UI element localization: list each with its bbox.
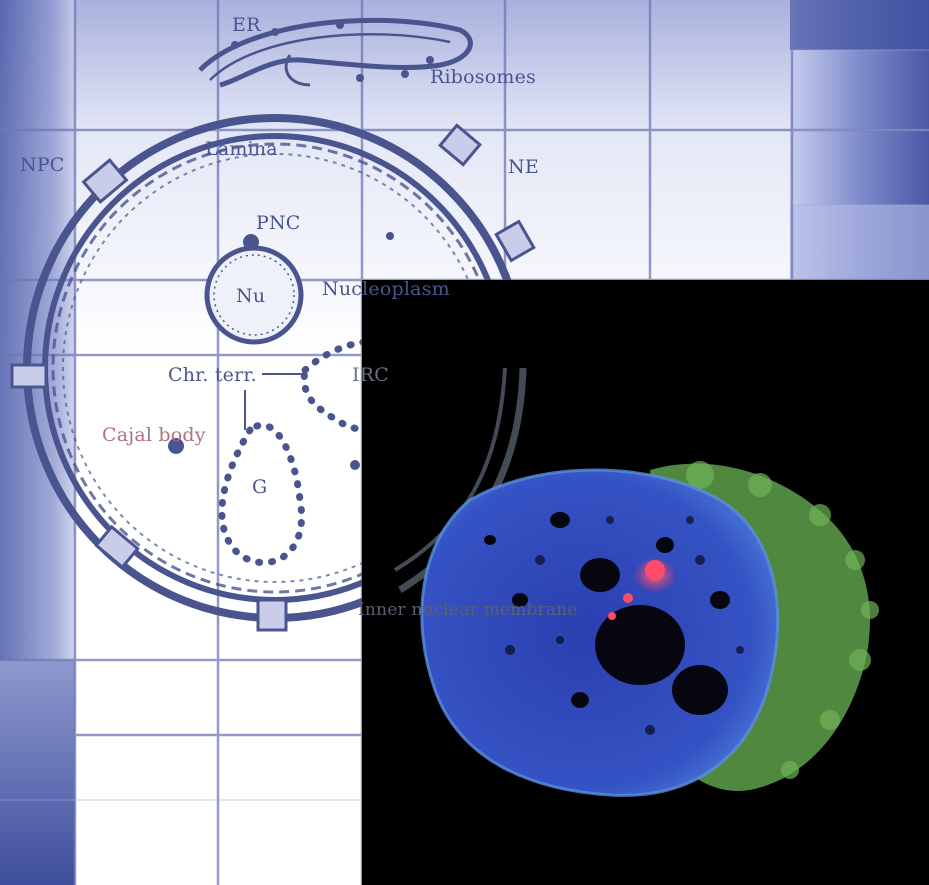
label-nu: Nu [236,285,266,307]
label-irc: IRC [352,364,389,386]
label-er: ER [232,14,261,36]
cell-micrograph [420,461,879,797]
label-npc: NPC [20,154,65,176]
npc-markers [10,123,536,632]
label-nucleoplasm: Nucleoplasm [322,278,450,300]
label-cajal-body: Cajal body [102,424,206,446]
label-pnc: PNC [256,212,301,234]
label-g: G [252,476,268,498]
label-ribosomes: Ribosomes [430,66,536,88]
cajal-body-dot [168,438,184,454]
er-diagram [198,17,473,88]
label-inner-nuclear-membrane: Inner nuclear membrane [358,600,578,620]
label-chr-terr: Chr. terr. [168,364,257,386]
pnc-dot [243,234,259,250]
label-lamina: Lamina [205,138,278,160]
bottom-left-band [0,660,75,885]
label-ne: NE [508,156,539,178]
